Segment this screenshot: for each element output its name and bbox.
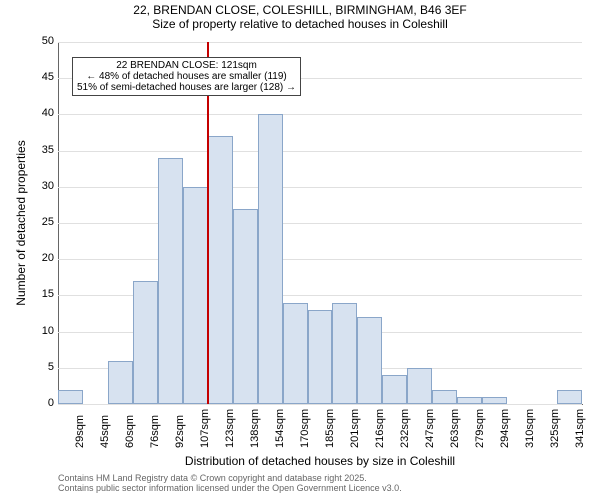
x-tick-label: 341sqm [574,409,586,448]
gridline [58,114,582,115]
annotation-line-2: ← 48% of detached houses are smaller (11… [77,71,296,82]
y-tick-label: 35 [30,144,54,156]
y-tick-label: 0 [30,397,54,409]
x-tick-label: 107sqm [199,409,211,448]
histogram-bar [208,136,233,404]
histogram-bar [258,114,283,404]
histogram-bar [233,209,258,404]
histogram-bar [457,397,482,404]
y-tick-label: 10 [30,325,54,337]
x-tick-label: 76sqm [149,415,161,448]
histogram-bar [357,317,382,404]
x-tick-label: 92sqm [174,415,186,448]
histogram-bar [382,375,407,404]
y-tick-label: 20 [30,252,54,264]
y-tick-label: 50 [30,35,54,47]
histogram-bar [133,281,158,404]
histogram-bar [332,303,357,404]
gridline [58,223,582,224]
x-axis-label: Distribution of detached houses by size … [58,454,582,468]
histogram-bar [158,158,183,404]
histogram-bar [283,303,308,404]
annotation-line-3: 51% of semi-detached houses are larger (… [77,82,296,93]
y-tick-label: 45 [30,71,54,83]
gridline [58,187,582,188]
x-tick-label: 310sqm [524,409,536,448]
footer-line-2: Contains public sector information licen… [58,484,402,494]
x-tick-label: 325sqm [549,409,561,448]
x-tick-label: 279sqm [474,409,486,448]
histogram-bar [308,310,333,404]
x-tick-label: 60sqm [124,415,136,448]
histogram-bar [407,368,432,404]
y-tick-label: 15 [30,288,54,300]
y-axis-label: Number of detached properties [14,42,28,404]
gridline [58,42,582,43]
annotation-box: 22 BRENDAN CLOSE: 121sqm ← 48% of detach… [72,57,301,96]
histogram-bar [108,361,133,404]
chart-container: 22, BRENDAN CLOSE, COLESHILL, BIRMINGHAM… [0,0,600,500]
x-tick-label: 154sqm [274,409,286,448]
histogram-bar [183,187,208,404]
y-tick-label: 25 [30,216,54,228]
footer-text: Contains HM Land Registry data © Crown c… [58,474,402,494]
x-tick-label: 294sqm [499,409,511,448]
histogram-bar [432,390,457,404]
x-tick-label: 185sqm [324,409,336,448]
y-tick-label: 30 [30,180,54,192]
title-line-2: Size of property relative to detached ho… [0,18,600,32]
x-tick-label: 263sqm [449,409,461,448]
x-tick-label: 123sqm [224,409,236,448]
x-tick-label: 138sqm [249,409,261,448]
gridline [58,259,582,260]
x-tick-label: 216sqm [374,409,386,448]
x-tick-label: 232sqm [399,409,411,448]
chart-title: 22, BRENDAN CLOSE, COLESHILL, BIRMINGHAM… [0,4,600,32]
gridline [58,404,582,405]
x-tick-label: 29sqm [74,415,86,448]
y-tick-label: 40 [30,107,54,119]
histogram-bar [58,390,83,404]
histogram-bar [557,390,582,404]
x-tick-label: 247sqm [424,409,436,448]
gridline [58,151,582,152]
property-marker-line [207,42,209,404]
x-tick-label: 201sqm [349,409,361,448]
y-tick-label: 5 [30,361,54,373]
annotation-line-1: 22 BRENDAN CLOSE: 121sqm [77,60,296,71]
x-tick-label: 170sqm [299,409,311,448]
x-tick-label: 45sqm [99,415,111,448]
title-line-1: 22, BRENDAN CLOSE, COLESHILL, BIRMINGHAM… [0,4,600,18]
histogram-bar [482,397,507,404]
